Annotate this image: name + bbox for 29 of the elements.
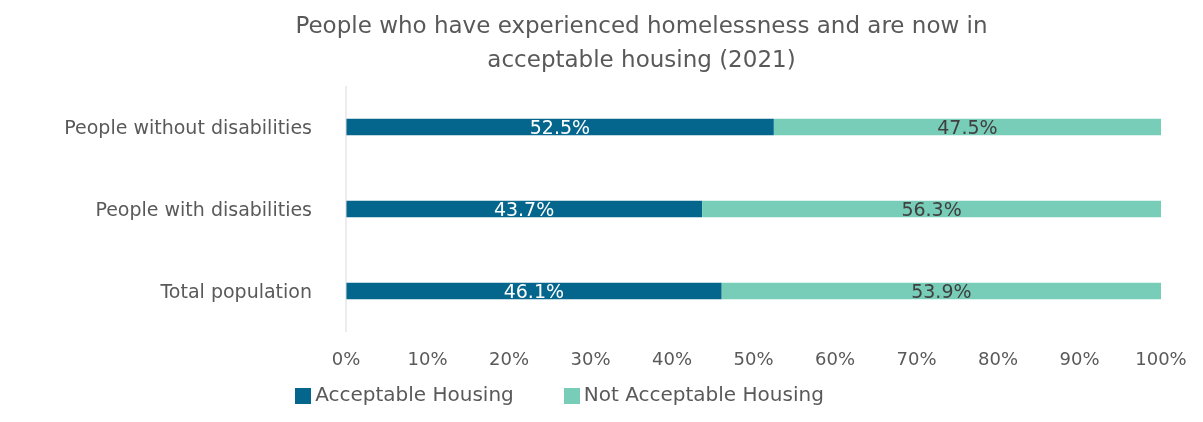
bar xyxy=(721,282,1161,300)
x-tick-label: 80% xyxy=(977,347,1019,369)
chart-title: People who have experienced homelessness and are now in acceptable housing (2021) xyxy=(294,11,989,74)
x-tick-label: 30% xyxy=(570,347,611,369)
y-tick-label: Total population xyxy=(159,279,312,302)
x-tick-label: 70% xyxy=(896,347,937,369)
data-label: 47.5% xyxy=(937,115,998,138)
bar xyxy=(346,200,703,218)
y-tick-label: People with disabilities xyxy=(95,197,312,220)
x-tick-label: 0% xyxy=(331,347,361,369)
y-tick-label: People without disabilities xyxy=(64,115,312,138)
data-label: 43.7% xyxy=(493,197,555,220)
bar xyxy=(773,118,1161,136)
bar xyxy=(346,282,722,300)
x-tick-label: 60% xyxy=(814,347,856,369)
legend-label: Acceptable Housing xyxy=(315,382,514,406)
x-tick-label: 90% xyxy=(1059,347,1100,369)
x-tick-label: 20% xyxy=(488,347,530,369)
x-tick-label: 10% xyxy=(407,347,448,369)
data-label: 53.9% xyxy=(911,279,972,302)
data-label: 46.1% xyxy=(503,279,565,302)
x-tick-label: 40% xyxy=(651,347,693,369)
x-tick-label: 50% xyxy=(733,347,774,369)
bar xyxy=(702,200,1161,218)
data-label: 56.3% xyxy=(901,197,962,220)
legend-label: Not Acceptable Housing xyxy=(583,382,824,406)
data-label: 52.5% xyxy=(529,115,591,138)
bar xyxy=(346,118,774,136)
x-tick-label: 100% xyxy=(1135,347,1187,369)
